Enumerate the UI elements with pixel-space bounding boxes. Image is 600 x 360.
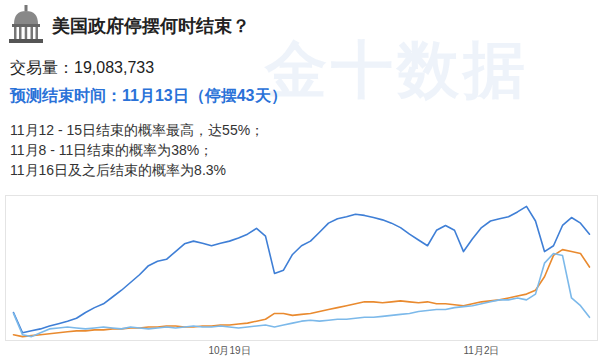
- html-text:交易量：19,083,733: 交易量：19,083,733: [10, 59, 155, 76]
- html-text:11月16日及之后结束的概率为8.3%: 11月16日及之后结束的概率为8.3%: [10, 162, 226, 178]
- html-text:预测结束时间：11月13日（停摆43天）: 预测结束时间：11月13日（停摆43天）: [10, 87, 287, 104]
- html-text:金十数据: 金十数据: [265, 35, 529, 104]
- html-text:11月12 - 15日结束的概率最高，达55%；: 11月12 - 15日结束的概率最高，达55%；: [10, 122, 265, 138]
- html-text:美国政府停摆何时结束？: 美国政府停摆何时结束？: [52, 16, 250, 36]
- svg-text:10月19日: 10月19日: [208, 345, 250, 356]
- html-text:11月8 - 11日结束的概率为38%；: 11月8 - 11日结束的概率为38%；: [10, 142, 214, 158]
- svg-text:11月2日: 11月2日: [464, 345, 500, 356]
